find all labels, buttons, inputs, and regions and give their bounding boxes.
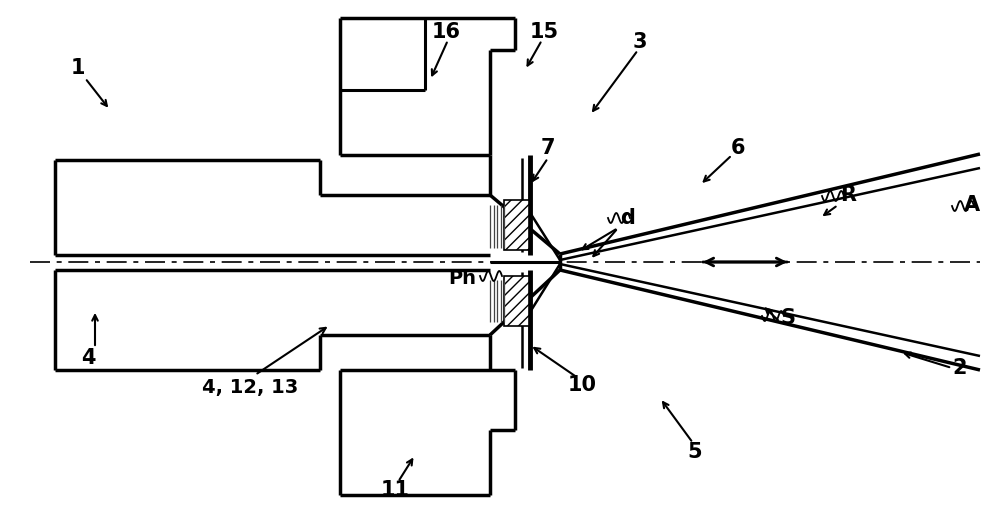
Text: 16: 16 — [432, 22, 460, 42]
Text: 3: 3 — [633, 32, 647, 52]
Text: 5: 5 — [688, 442, 702, 462]
Text: 2: 2 — [953, 358, 967, 378]
Text: 7: 7 — [541, 138, 555, 158]
Text: 4, 12, 13: 4, 12, 13 — [202, 378, 298, 398]
Text: Ph: Ph — [448, 268, 476, 288]
Bar — [504, 200, 529, 250]
Text: 10: 10 — [568, 375, 596, 395]
Text: 11: 11 — [380, 480, 410, 500]
Text: 6: 6 — [731, 138, 745, 158]
Text: d: d — [621, 208, 635, 228]
Text: 15: 15 — [529, 22, 559, 42]
Text: R: R — [840, 185, 856, 205]
Bar — [504, 276, 529, 326]
Text: 4: 4 — [81, 348, 95, 368]
Text: S: S — [780, 308, 796, 328]
Text: A: A — [964, 195, 980, 215]
Text: 1: 1 — [71, 58, 85, 78]
